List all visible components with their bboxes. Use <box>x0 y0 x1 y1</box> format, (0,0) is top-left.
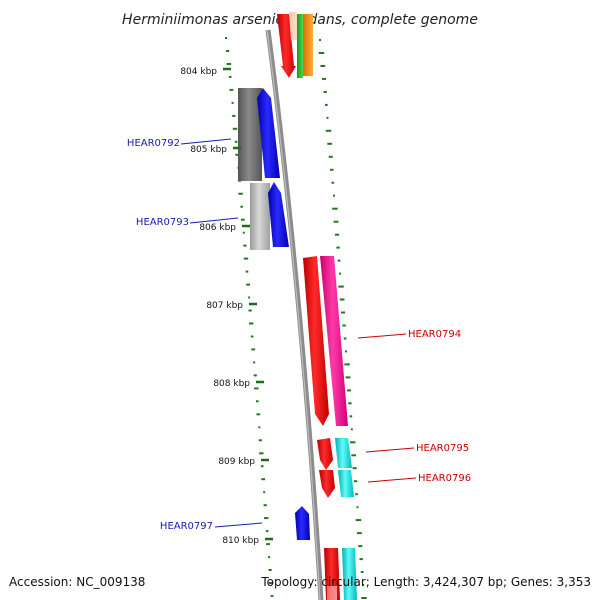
cog-bar-hear0796 <box>338 470 354 497</box>
topology-text: Topology: circular; Length: 3,424,307 bp… <box>260 575 591 589</box>
gene-label-hear0797[interactable]: HEAR0797 <box>160 521 213 532</box>
cog-bar-top-orange <box>303 14 313 76</box>
leader-line-hear0795 <box>366 448 414 452</box>
gene-arrow-hear0795 <box>317 438 333 470</box>
tick-label: 808 kbp <box>213 379 250 389</box>
gene-label-hear0793[interactable]: HEAR0793 <box>136 217 189 228</box>
leader-line-hear0794 <box>358 334 406 338</box>
gene-label-hear0792[interactable]: HEAR0792 <box>127 138 180 149</box>
tick-label: 807 kbp <box>206 301 243 311</box>
gene-arrow-hear0797 <box>295 506 310 540</box>
leader-line-hear0797 <box>215 523 262 527</box>
accession-text: Accession: NC_009138 <box>9 575 145 589</box>
tick-label: 809 kbp <box>218 457 255 467</box>
tick-label: 804 kbp <box>180 67 217 77</box>
cog-bar-hear0795 <box>335 438 352 468</box>
gene-label-hear0795[interactable]: HEAR0795 <box>416 443 469 454</box>
tick-label: 805 kbp <box>190 145 227 155</box>
gene-label-hear0794[interactable]: HEAR0794 <box>408 329 461 340</box>
leader-line-hear0792 <box>181 139 231 144</box>
tick-label: 806 kbp <box>199 223 236 233</box>
gene-label-hear0796[interactable]: HEAR0796 <box>418 473 471 484</box>
cog-bar-top-green <box>297 14 303 78</box>
gene-arrow-hear0796 <box>319 470 335 498</box>
cog-bar-bottom-cyan <box>342 548 357 600</box>
tick-label: 810 kbp <box>222 536 259 546</box>
cog-bar-hear0793 <box>250 183 270 250</box>
genome-map: Herminiimonas arsenicoxydans, complete g… <box>0 0 600 600</box>
leader-line-hear0796 <box>368 478 416 482</box>
gc-skew-outer-track <box>319 40 367 598</box>
